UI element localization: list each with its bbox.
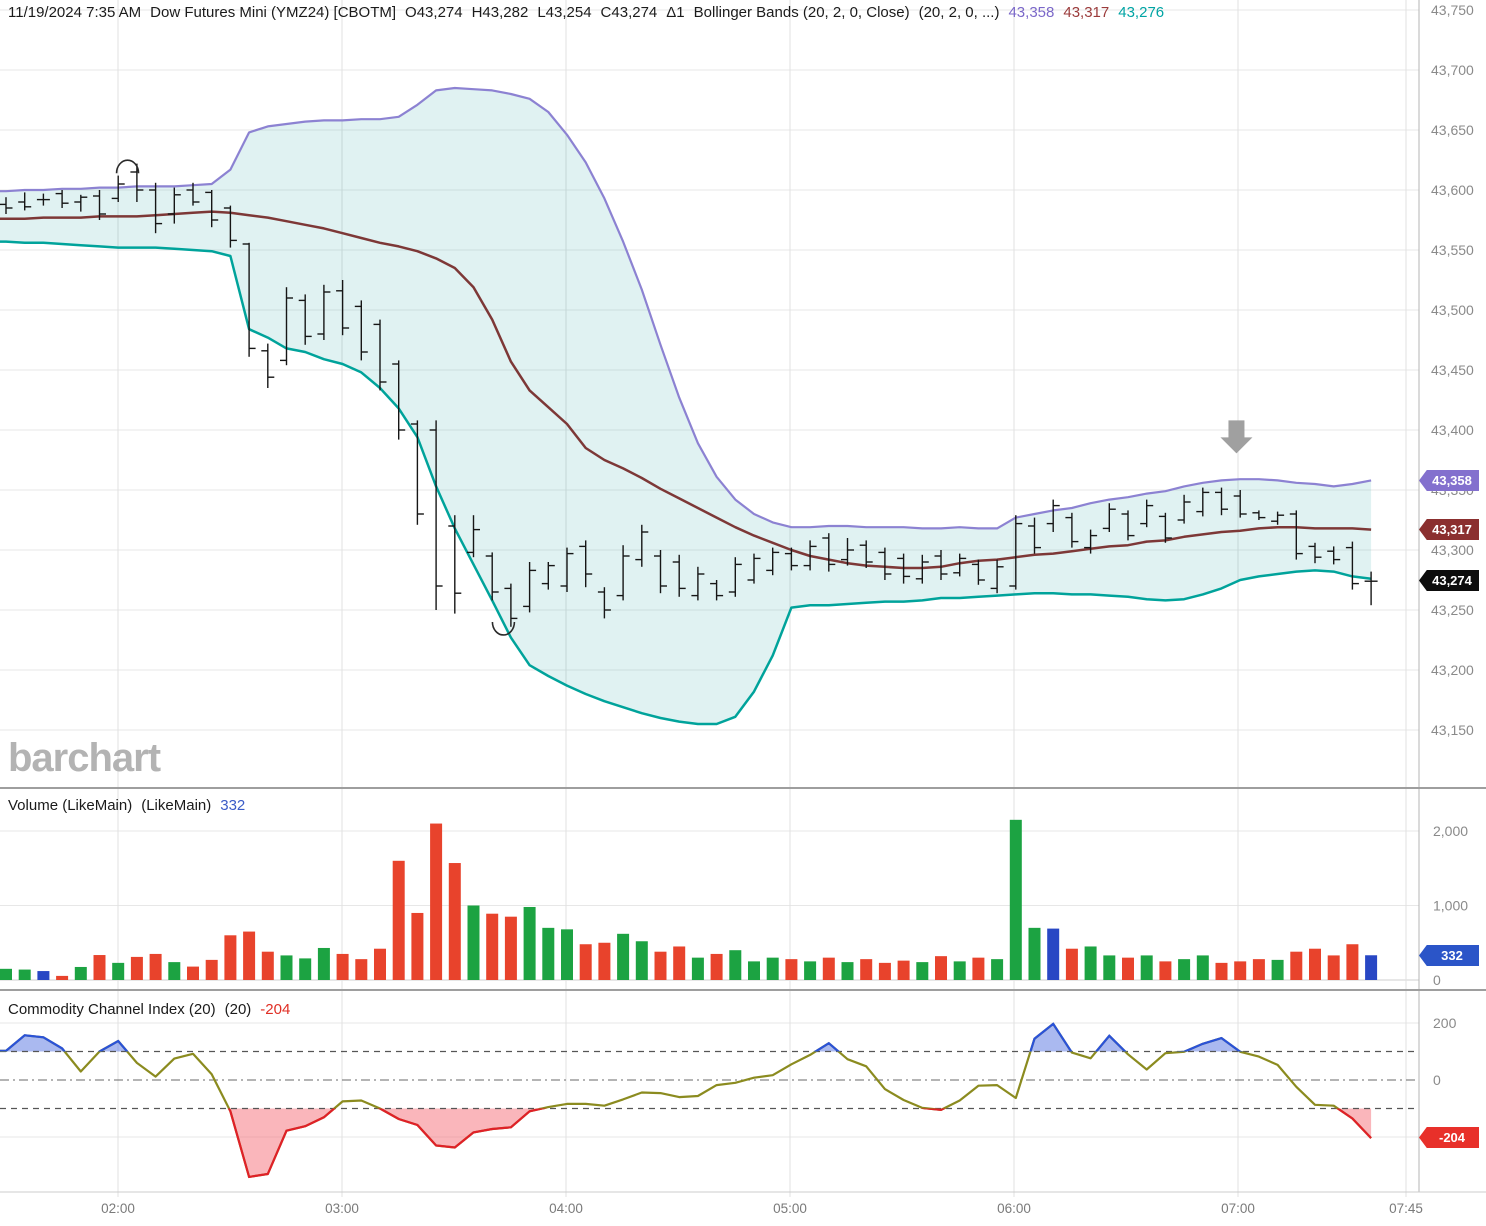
svg-text:43,250: 43,250 bbox=[1431, 602, 1474, 618]
cci-value-badge: -204 bbox=[1419, 1127, 1479, 1148]
svg-text:43,400: 43,400 bbox=[1431, 422, 1474, 438]
header-study-label[interactable]: Bollinger Bands (20, 2, 0, Close) bbox=[693, 4, 910, 21]
header-symbol[interactable]: Dow Futures Mini (YMZ24) [CBOTM] bbox=[150, 4, 397, 21]
price-bars bbox=[0, 163, 1378, 627]
gridlines bbox=[0, 0, 1420, 1197]
svg-text:2,000: 2,000 bbox=[1433, 823, 1468, 839]
svg-text:43,750: 43,750 bbox=[1431, 2, 1474, 18]
upper-band-price-badge: 43,358 bbox=[1419, 470, 1479, 491]
svg-text:03:00: 03:00 bbox=[325, 1201, 359, 1216]
svg-text:200: 200 bbox=[1433, 1015, 1457, 1031]
last-price-badge: 43,274 bbox=[1419, 570, 1479, 591]
header-low: L43,254 bbox=[537, 4, 592, 21]
svg-text:43,550: 43,550 bbox=[1431, 242, 1474, 258]
cci-params[interactable]: (20) bbox=[224, 1001, 252, 1018]
header-study-params[interactable]: (20, 2, 0, ...) bbox=[918, 4, 1000, 21]
volume-panel-header: Volume (LikeMain) (LikeMain) 332 bbox=[8, 797, 245, 814]
svg-text:43,300: 43,300 bbox=[1431, 542, 1474, 558]
svg-text:07:00: 07:00 bbox=[1221, 1201, 1255, 1216]
volume-title[interactable]: Volume (LikeMain) bbox=[8, 797, 133, 814]
cci-panel bbox=[0, 1022, 1419, 1179]
header-close: C43,274 bbox=[600, 4, 658, 21]
arc-under-marker bbox=[491, 621, 516, 636]
middle-band-price-badge: 43,317 bbox=[1419, 519, 1479, 540]
svg-text:06:00: 06:00 bbox=[997, 1201, 1031, 1216]
header-high: H43,282 bbox=[471, 4, 529, 21]
svg-text:04:00: 04:00 bbox=[549, 1201, 583, 1216]
svg-text:43,700: 43,700 bbox=[1431, 62, 1474, 78]
svg-text:43,450: 43,450 bbox=[1431, 362, 1474, 378]
svg-text:02:00: 02:00 bbox=[101, 1201, 135, 1216]
axis-labels: 43,750 43,700 43,650 43,600 43,550 43,500 43,4… bbox=[101, 2, 1474, 1216]
barchart-watermark-logo: barchart bbox=[8, 736, 161, 780]
svg-text:43,200: 43,200 bbox=[1431, 662, 1474, 678]
chart-header: 11/19/2024 7:35 AM Dow Futures Mini (YMZ… bbox=[8, 4, 1164, 21]
svg-text:43,600: 43,600 bbox=[1431, 182, 1474, 198]
svg-text:05:00: 05:00 bbox=[773, 1201, 807, 1216]
header-open: O43,274 bbox=[405, 4, 463, 21]
header-upper-band-value: 43,358 bbox=[1008, 4, 1055, 21]
arc-over-marker bbox=[115, 159, 140, 174]
cci-title[interactable]: Commodity Channel Index (20) bbox=[8, 1001, 216, 1018]
chart-markers bbox=[115, 159, 1253, 636]
svg-text:1,000: 1,000 bbox=[1433, 898, 1468, 914]
cci-value: -204 bbox=[260, 1001, 291, 1018]
svg-text:43,150: 43,150 bbox=[1431, 722, 1474, 738]
volume-value-badge: 332 bbox=[1419, 945, 1479, 966]
svg-text:0: 0 bbox=[1433, 1072, 1441, 1088]
header-delta: Δ1 bbox=[666, 4, 685, 21]
header-lower-band-value: 43,276 bbox=[1118, 4, 1165, 21]
volume-value: 332 bbox=[220, 797, 246, 814]
header-middle-band-value: 43,317 bbox=[1063, 4, 1110, 21]
svg-text:43,500: 43,500 bbox=[1431, 302, 1474, 318]
svg-text:43,650: 43,650 bbox=[1431, 122, 1474, 138]
down-arrow-marker bbox=[1220, 420, 1253, 454]
volume-bars bbox=[0, 819, 1378, 980]
svg-text:07:45: 07:45 bbox=[1389, 1201, 1423, 1216]
volume-params[interactable]: (LikeMain) bbox=[141, 797, 212, 814]
header-datetime: 11/19/2024 7:35 AM bbox=[8, 4, 142, 21]
svg-text:0: 0 bbox=[1433, 972, 1441, 988]
panel-separators bbox=[0, 787, 1486, 1193]
bollinger-bands bbox=[0, 86, 1372, 726]
cci-panel-header: Commodity Channel Index (20) (20) -204 bbox=[8, 1001, 290, 1018]
